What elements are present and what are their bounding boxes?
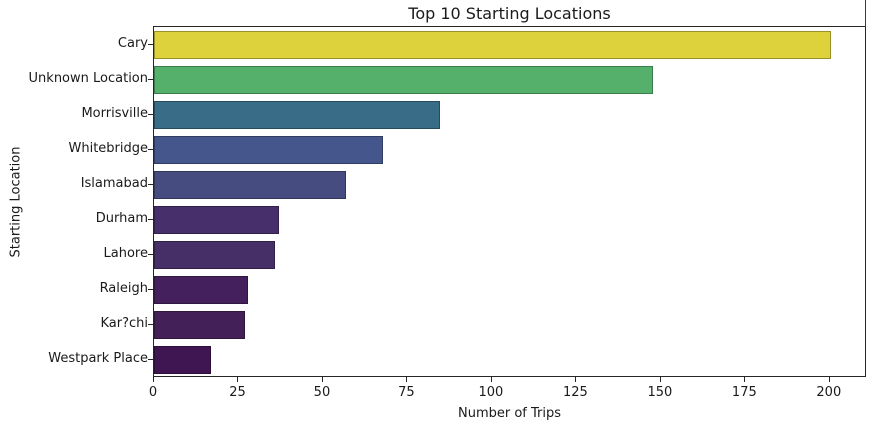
xtick-mark <box>153 377 154 382</box>
ytick-mark <box>148 113 153 115</box>
x-axis-title: Number of Trips <box>457 406 562 421</box>
bar-kar-chi <box>154 311 245 340</box>
ytick-label-westpark-place: Westpark Place <box>48 351 148 367</box>
xtick-mark <box>744 377 746 382</box>
bar-westpark-place <box>154 346 212 375</box>
xtick-mark <box>659 377 661 382</box>
ytick-mark <box>148 148 153 150</box>
xtick-label-0: 0 <box>148 385 158 400</box>
ytick-label-islamabad: Islamabad <box>80 175 148 191</box>
bar-lahore <box>154 241 276 270</box>
y-axis-title: Starting Location <box>8 146 24 258</box>
xtick-label-25: 25 <box>229 385 246 400</box>
xtick-mark <box>575 377 577 382</box>
bar-islamabad <box>154 170 347 199</box>
xtick-label-175: 175 <box>731 385 757 400</box>
xtick-label-125: 125 <box>562 385 588 400</box>
ytick-label-cary: Cary <box>117 35 148 51</box>
ytick-label-kar-chi: Kar?chi <box>100 316 148 332</box>
ytick-label-unknown-location: Unknown Location <box>28 70 148 86</box>
ytick-mark <box>148 324 153 326</box>
xtick-label-150: 150 <box>647 385 673 400</box>
ytick-mark <box>148 359 153 361</box>
xtick-mark <box>237 377 239 382</box>
xtick-label-200: 200 <box>816 385 842 400</box>
ytick-label-lahore: Lahore <box>103 246 148 262</box>
ytick-label-durham: Durham <box>95 211 148 227</box>
xtick-label-50: 50 <box>313 385 331 400</box>
ytick-mark <box>148 43 153 45</box>
bar-unknown-location <box>154 65 653 94</box>
xtick-mark <box>828 377 830 382</box>
ytick-mark <box>148 254 153 256</box>
xtick-label-75: 75 <box>398 385 415 400</box>
right-edge-line <box>865 0 866 27</box>
ytick-mark <box>148 219 153 221</box>
plot-area <box>153 26 866 377</box>
ytick-label-whitebridge: Whitebridge <box>68 140 148 156</box>
ytick-mark <box>148 289 153 291</box>
ytick-label-morrisville: Morrisville <box>81 105 148 121</box>
ytick-mark <box>148 183 153 185</box>
xtick-mark <box>406 377 408 382</box>
chart-title: Top 10 Starting Locations <box>408 4 611 23</box>
xtick-label-100: 100 <box>478 385 504 400</box>
bar-durham <box>154 206 279 235</box>
xtick-mark <box>321 377 323 382</box>
ytick-label-raleigh: Raleigh <box>99 281 148 297</box>
bar-morrisville <box>154 100 441 129</box>
bar-cary <box>154 30 832 59</box>
ytick-mark <box>148 78 153 80</box>
bar-whitebridge <box>154 135 384 164</box>
xtick-mark <box>490 377 492 382</box>
bar-raleigh <box>154 276 249 305</box>
